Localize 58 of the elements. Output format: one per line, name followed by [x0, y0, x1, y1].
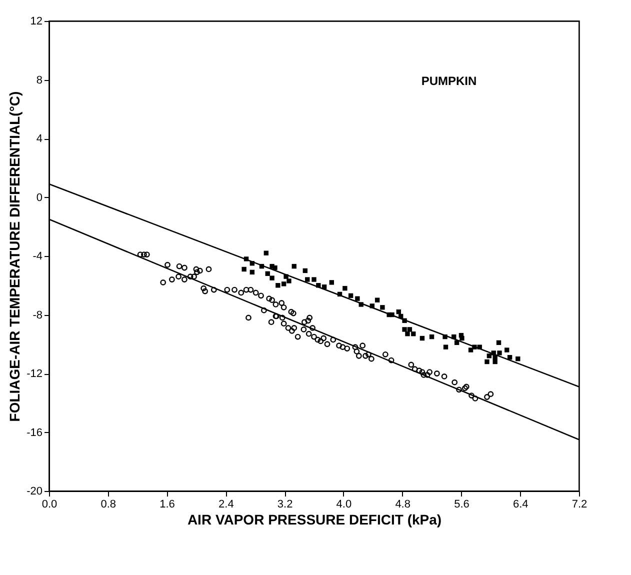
x-axis-title: AIR VAPOR PRESSURE DEFICIT (kPa) — [187, 512, 442, 528]
point — [342, 286, 348, 291]
y-tick-label: 0 — [36, 192, 42, 204]
point — [405, 332, 410, 336]
point — [270, 276, 274, 280]
point — [402, 327, 407, 332]
point — [411, 332, 416, 336]
point — [302, 268, 308, 274]
y-tick-label: -20 — [26, 486, 42, 498]
point — [264, 250, 268, 256]
y-tick-label: -4 — [32, 250, 42, 262]
x-tick-label: 0.0 — [42, 498, 58, 510]
point — [265, 271, 270, 276]
y-tick-label: -12 — [26, 368, 42, 380]
x-tick-label: 2.4 — [218, 498, 234, 510]
point — [250, 270, 255, 274]
point — [516, 356, 520, 362]
y-tick-label: 4 — [36, 133, 42, 145]
point — [458, 332, 464, 338]
x-tick-label: 6.4 — [512, 498, 528, 510]
x-tick-label: 4.0 — [336, 498, 352, 510]
y-axis-title: FOLIAGE-AIR TEMPERATURE DIFFERENTIAL(°C) — [6, 91, 23, 422]
point — [286, 278, 292, 284]
point — [329, 280, 334, 285]
point — [374, 298, 380, 302]
y-tick-label: 8 — [36, 74, 42, 86]
x-tick-label: 3.2 — [277, 498, 293, 510]
point — [305, 277, 310, 282]
point — [492, 359, 498, 364]
point — [429, 334, 434, 340]
point — [348, 293, 354, 298]
point — [497, 350, 502, 356]
y-tick-label: 12 — [30, 16, 42, 28]
x-tick-label: 4.8 — [395, 498, 410, 510]
point — [407, 327, 412, 332]
point — [292, 264, 296, 269]
x-tick-label: 7.2 — [572, 498, 588, 510]
x-tick-label: 1.6 — [160, 498, 175, 510]
point — [420, 336, 425, 341]
x-tick-label: 5.6 — [454, 498, 470, 510]
point — [468, 348, 474, 352]
y-tick-label: -8 — [32, 309, 42, 322]
point — [496, 340, 502, 345]
point — [281, 282, 286, 286]
point — [484, 359, 490, 364]
annotation: PUMPKIN — [421, 74, 477, 88]
x-tick-label: 0.8 — [100, 498, 116, 510]
point — [270, 264, 274, 269]
point — [486, 354, 492, 358]
point — [380, 305, 385, 310]
point — [504, 348, 510, 352]
point — [312, 277, 316, 282]
point — [242, 266, 246, 272]
point — [443, 344, 448, 350]
y-tick-label: -16 — [26, 426, 42, 439]
point — [355, 296, 360, 301]
point — [396, 309, 401, 314]
point — [276, 283, 280, 288]
